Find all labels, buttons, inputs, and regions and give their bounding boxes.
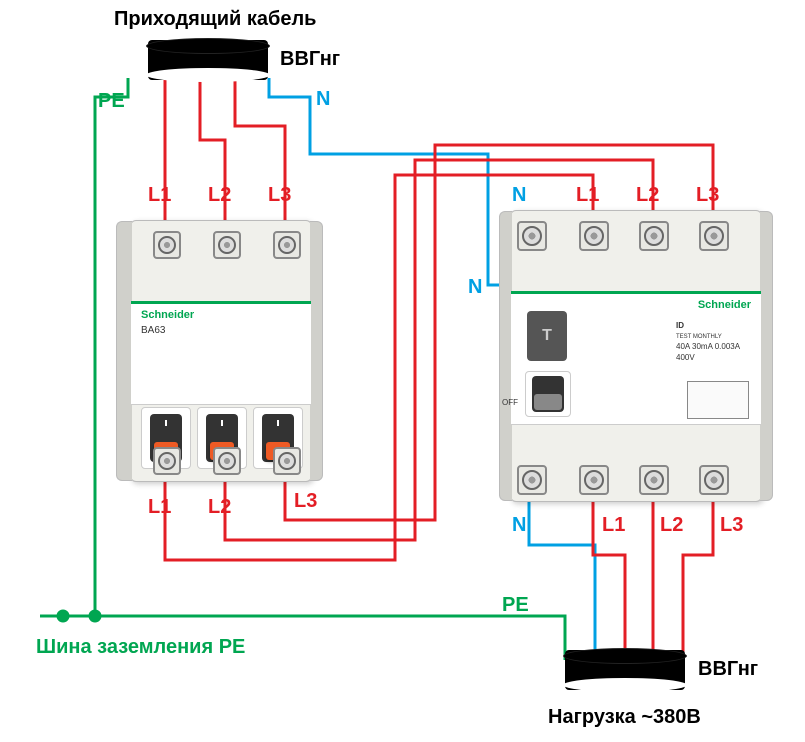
l3-breaker-top: L3 [268, 184, 291, 207]
rcd-term-top-n [517, 221, 547, 251]
pe-label-bot: PE [502, 594, 529, 617]
rcd-rail-right [760, 211, 773, 501]
rcd-term-bot-l2 [639, 465, 669, 495]
l2-breaker-top: L2 [208, 184, 231, 207]
n-rcd-bot: N [512, 514, 526, 537]
breaker-brand: Schneider [141, 309, 194, 321]
n-rcd-side: N [468, 276, 482, 299]
breaker-term-top-l3 [273, 231, 301, 259]
rcd-spec: ID TEST MONTHLY 40A 30mA 0.003A 400V [676, 321, 751, 363]
rcd-term-top-l1 [579, 221, 609, 251]
l1-rcd-top: L1 [576, 184, 599, 207]
l3-rcd-bot: L3 [720, 514, 743, 537]
rcd-term-top-l3 [699, 221, 729, 251]
rcd-schematic-icon [687, 381, 749, 419]
breaker-model: BA63 [141, 325, 165, 336]
cable-type-bot: ВВГнг [698, 658, 758, 681]
breaker-term-bot-l1 [153, 447, 181, 475]
l1-breaker-top: L1 [148, 184, 171, 207]
din-rail-right [310, 221, 323, 481]
n-label-top: N [316, 88, 330, 111]
breaker-term-bot-l2 [213, 447, 241, 475]
breaker-term-bot-l3 [273, 447, 301, 475]
breaker-term-top-l2 [213, 231, 241, 259]
rcd-toggle[interactable]: OFF [525, 371, 571, 417]
pe-bus-label: Шина заземления PE [36, 636, 245, 659]
din-rail-left [116, 221, 132, 481]
wiring-diagram: Приходящий кабель ВВГнг PE N L1 L2 L3 Sc… [0, 0, 805, 742]
rcd-brand: Schneider [698, 299, 751, 311]
breaker-term-top-l1 [153, 231, 181, 259]
l2-breaker-bot: L2 [208, 496, 231, 519]
n-rcd-top: N [512, 184, 526, 207]
rcd-term-bot-l3 [699, 465, 729, 495]
rcd-4p: Schneider ID TEST MONTHLY 40A 30mA 0.003… [510, 210, 762, 502]
rcd-term-bot-l1 [579, 465, 609, 495]
incoming-cable-icon [148, 40, 268, 80]
load-cable-icon [565, 650, 685, 690]
l1-breaker-bot: L1 [148, 496, 171, 519]
cable-type-top: ВВГнг [280, 48, 340, 71]
load-label: Нагрузка ~380В [548, 706, 701, 729]
l2-rcd-top: L2 [636, 184, 659, 207]
rcd-test-button[interactable] [527, 311, 567, 361]
l3-rcd-top: L3 [696, 184, 719, 207]
l2-rcd-bot: L2 [660, 514, 683, 537]
circuit-breaker-3p: Schneider BA63 [130, 220, 312, 482]
l3-breaker-bot: L3 [294, 490, 317, 513]
rcd-term-top-l2 [639, 221, 669, 251]
incoming-cable-title: Приходящий кабель [114, 8, 316, 31]
rcd-off-label: OFF [502, 398, 518, 407]
rcd-term-bot-n [517, 465, 547, 495]
l1-rcd-bot: L1 [602, 514, 625, 537]
pe-label-top: PE [98, 90, 125, 113]
